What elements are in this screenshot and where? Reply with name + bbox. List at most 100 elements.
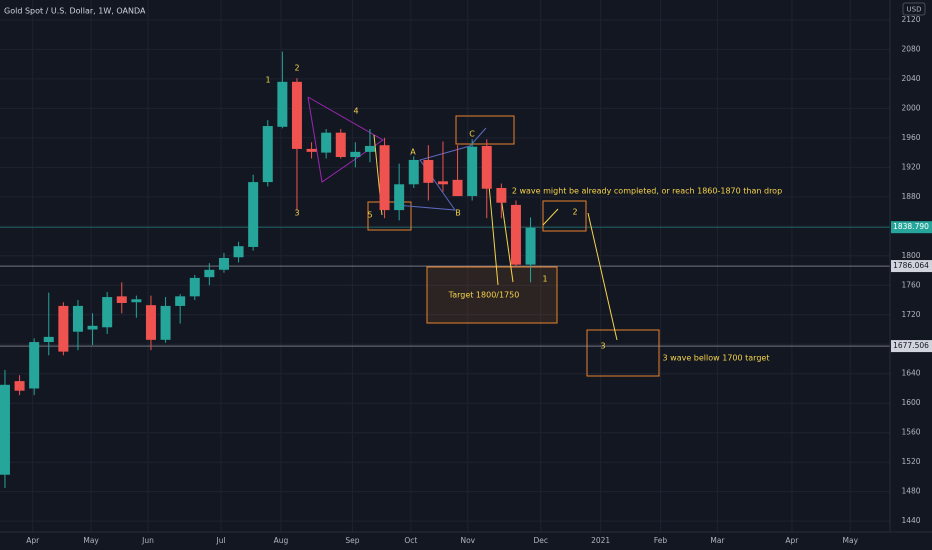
x-tick-label: Nov bbox=[460, 536, 475, 545]
y-tick-label: 1880 bbox=[901, 192, 920, 201]
x-tick-label: Jun bbox=[141, 536, 154, 545]
triangle bbox=[307, 96, 384, 183]
x-tick-label: May bbox=[843, 536, 859, 545]
annotation: 1 bbox=[542, 275, 547, 284]
y-tick-label: 1920 bbox=[901, 162, 920, 171]
candle-body bbox=[218, 258, 229, 270]
y-tick-label: 2000 bbox=[901, 103, 920, 112]
candle-body bbox=[204, 269, 215, 278]
y-tick-label: 1600 bbox=[901, 398, 920, 407]
x-tick-label: Dec bbox=[534, 536, 549, 545]
y-tick-label: 1800 bbox=[901, 251, 920, 260]
annotation: 5 bbox=[367, 211, 372, 220]
currency: USD bbox=[907, 6, 922, 14]
y-tick-label: 1720 bbox=[901, 310, 920, 319]
candle-body bbox=[452, 179, 463, 197]
price-label-box bbox=[891, 340, 932, 353]
candle-body bbox=[262, 126, 273, 183]
annotation: 2 wave might be already completed, or re… bbox=[512, 187, 782, 196]
currency-box bbox=[902, 2, 926, 16]
price-label: 1677.506 bbox=[893, 341, 929, 350]
axes: 1440148015201560160016401680172017601800… bbox=[26, 15, 932, 545]
price-axis bbox=[890, 0, 932, 550]
candle-body bbox=[248, 182, 259, 247]
y-tick-label: 1640 bbox=[901, 369, 920, 378]
candle-body bbox=[437, 181, 448, 185]
x-tick-label: 2021 bbox=[591, 536, 610, 545]
annotations: 1 2 3 4 5 A B C Target 1800/1750 1 2 2 wave might b… bbox=[265, 64, 782, 363]
y-tick-label: 1760 bbox=[901, 280, 920, 289]
annotation: 2 bbox=[572, 208, 577, 217]
candle-body bbox=[14, 381, 25, 391]
y-tick-label: 1480 bbox=[901, 487, 920, 496]
x-tick-label: Sep bbox=[345, 536, 359, 545]
candle-body bbox=[131, 299, 142, 303]
x-tick-label: May bbox=[83, 536, 99, 545]
chart-title: Gold Spot / U.S. Dollar, 1W, OANDA bbox=[4, 7, 146, 16]
candle-body bbox=[58, 305, 69, 352]
candle-body bbox=[423, 159, 434, 183]
candle-body bbox=[189, 277, 200, 297]
candle-body bbox=[481, 145, 492, 189]
candle-body bbox=[0, 384, 10, 475]
wave-line bbox=[395, 127, 487, 211]
x-tick-label: Jul bbox=[216, 536, 226, 545]
annotation: Target 1800/1750 bbox=[448, 291, 520, 300]
y-tick-label: 2120 bbox=[901, 15, 920, 24]
annotation: 3 bbox=[600, 342, 605, 351]
box bbox=[542, 200, 587, 232]
annotation: C bbox=[469, 130, 475, 139]
candle-body bbox=[43, 336, 54, 343]
annotation: 3 bbox=[294, 209, 299, 218]
candle-body bbox=[102, 297, 113, 328]
candle-body bbox=[496, 187, 507, 203]
candle-body bbox=[175, 296, 186, 306]
candle-body bbox=[350, 151, 361, 158]
arrow bbox=[542, 208, 559, 226]
price-label: 1838.790 bbox=[893, 222, 929, 231]
candle-body bbox=[72, 305, 83, 332]
candle-body bbox=[145, 305, 156, 340]
candle-body bbox=[29, 342, 40, 389]
y-tick-label: 1560 bbox=[901, 428, 920, 437]
candle-body bbox=[379, 145, 390, 211]
y-tick-label: 1440 bbox=[901, 516, 920, 525]
y-tick-label: 1960 bbox=[901, 133, 920, 142]
arrow bbox=[587, 212, 618, 341]
annotation: B bbox=[455, 209, 461, 218]
candle-body bbox=[525, 227, 536, 265]
price-label-box bbox=[891, 260, 932, 273]
candle-body bbox=[306, 148, 317, 152]
arrow bbox=[499, 189, 514, 283]
annotation: A bbox=[410, 148, 416, 157]
arrow bbox=[488, 184, 499, 286]
y-tick-label: 1520 bbox=[901, 457, 920, 466]
candle-body bbox=[510, 204, 521, 265]
price-label-box bbox=[891, 221, 932, 234]
candle-body bbox=[364, 145, 375, 152]
x-tick-label: Oct bbox=[404, 536, 417, 545]
candle-body bbox=[277, 81, 288, 127]
x-tick-label: Apr bbox=[785, 536, 799, 545]
annotation: 2 bbox=[294, 64, 299, 73]
candle-body bbox=[321, 132, 332, 153]
annotation: 1 bbox=[265, 76, 270, 85]
x-tick-label: Apr bbox=[26, 536, 40, 545]
annotation: 4 bbox=[353, 107, 358, 116]
candle-body bbox=[233, 246, 244, 258]
box bbox=[426, 266, 558, 324]
x-tick-label: Aug bbox=[274, 536, 289, 545]
candles bbox=[0, 51, 536, 488]
y-tick-label: 2080 bbox=[901, 44, 920, 53]
annotation: 3 wave bellow 1700 target bbox=[663, 354, 770, 363]
y-tick-label: 2040 bbox=[901, 74, 920, 83]
box bbox=[455, 115, 515, 145]
candle-body bbox=[394, 184, 405, 211]
candle-body bbox=[467, 146, 478, 197]
x-tick-label: Feb bbox=[654, 536, 668, 545]
candle-body bbox=[87, 325, 98, 330]
candle-body bbox=[291, 81, 302, 149]
candle-body bbox=[116, 296, 127, 303]
candle-body bbox=[408, 159, 419, 185]
